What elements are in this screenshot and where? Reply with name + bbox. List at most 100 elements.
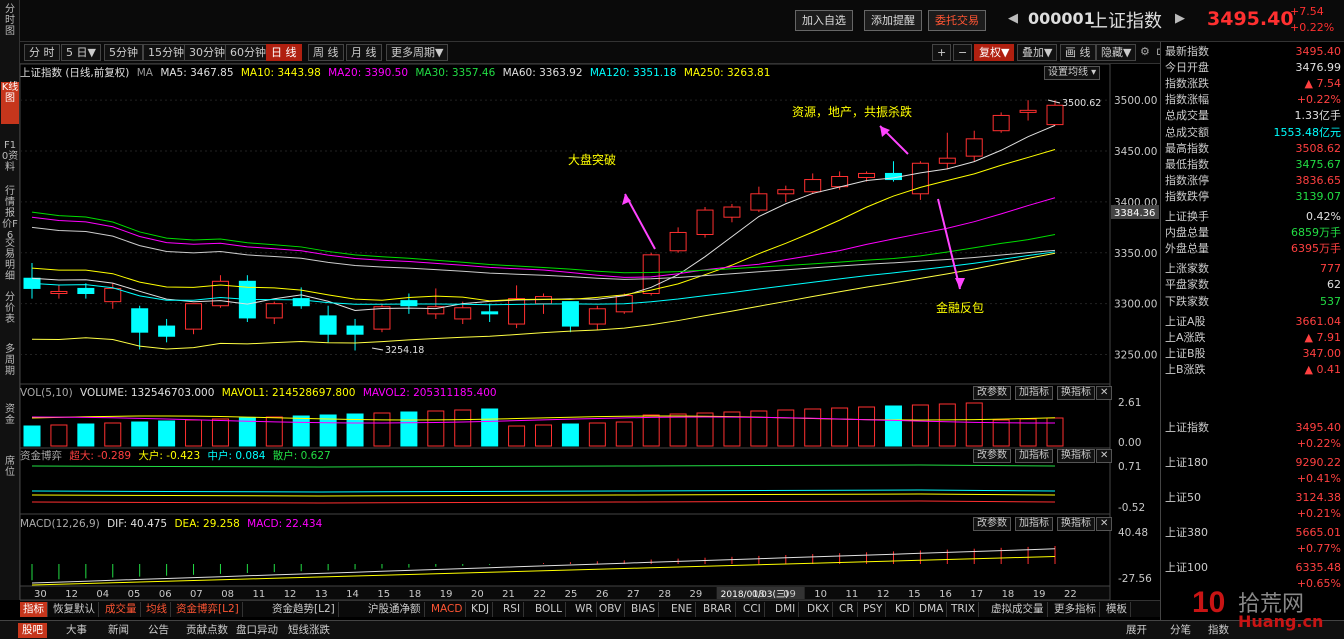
period-5day[interactable]: 5 日▼ (61, 44, 101, 61)
fund-switch-indicator-button[interactable]: 换指标 (1057, 449, 1095, 463)
indicator-tab[interactable]: 均线 (143, 602, 171, 617)
adjust-button[interactable]: 复权▼ (974, 44, 1015, 61)
indicator-tab[interactable]: DMA (916, 602, 948, 617)
overlay-button[interactable]: 叠加▼ (1017, 44, 1058, 61)
x-axis-label: 15 (908, 589, 921, 600)
prev-stock-icon[interactable]: ◀ (1008, 11, 1018, 26)
fund-tick-bottom: -0.52 (1118, 502, 1145, 514)
status-tab-guba[interactable]: 股吧 (18, 623, 47, 638)
candle-body (750, 193, 768, 211)
period-timeshare[interactable]: 分 时 (24, 44, 60, 61)
indicator-tab[interactable]: KDJ (468, 602, 494, 617)
indicator-tab[interactable]: DMI (772, 602, 800, 617)
indicator-tab[interactable]: BRAR (700, 602, 736, 617)
vol-close-icon[interactable]: ✕ (1096, 386, 1113, 400)
index-row: 上证100 6335.48 (1165, 560, 1341, 576)
trade-button[interactable]: 委托交易 (928, 10, 986, 31)
indicator-tab[interactable]: CR (836, 602, 858, 617)
macd-switch-indicator-button[interactable]: 换指标 (1057, 517, 1095, 531)
x-axis-label: 18 (409, 589, 422, 600)
status-tab-events[interactable]: 大事 (66, 624, 87, 636)
macd-close-icon[interactable]: ✕ (1096, 517, 1113, 531)
tab-f10[interactable]: F10资料 (1, 140, 19, 173)
period-weekly[interactable]: 周 线 (308, 44, 344, 61)
candle-body (373, 306, 391, 330)
indicator-tab[interactable]: KD (892, 602, 914, 617)
macd-header: MACD(12,26,9) DIF: 40.475 DEA: 29.258 MA… (20, 516, 326, 532)
tab-kline[interactable]: K线图 (1, 82, 19, 124)
zoom-in-button[interactable]: + (932, 44, 952, 61)
period-more[interactable]: 更多周期▼ (386, 44, 449, 61)
tab-timeshare[interactable]: 分时图 (5, 4, 15, 37)
settings-icon[interactable]: ⚙ (1140, 45, 1150, 58)
fund-edit-params-button[interactable]: 改参数 (973, 449, 1011, 463)
vol-edit-params-button[interactable]: 改参数 (973, 386, 1011, 400)
period-monthly[interactable]: 月 线 (346, 44, 382, 61)
quote-row: 外盘总量 6395万手 (1165, 241, 1341, 257)
volume-bar (481, 408, 499, 447)
indicator-tab[interactable]: 虚拟成交量 (988, 602, 1048, 617)
indicator-tab[interactable]: 资金趋势[L2] (269, 602, 339, 617)
expand-button[interactable]: 展开 (1126, 624, 1147, 636)
period-30min[interactable]: 30分钟 (184, 44, 230, 61)
period-toolbar: 分 时 5 日▼ 5分钟 15分钟 30分钟 60分钟 日 线 周 线 月 线 … (20, 42, 1165, 64)
indicator-tab[interactable]: 恢复默认 (50, 602, 99, 617)
ma60-line (31, 226, 1056, 280)
macd-add-indicator-button[interactable]: 加指标 (1015, 517, 1053, 531)
quote-value: 3476.99 (1295, 61, 1342, 75)
tab-price-table[interactable]: 分价表 (5, 292, 15, 325)
tick-tab[interactable]: 分笔 (1170, 624, 1191, 636)
indicator-tab[interactable]: BIAS (628, 602, 660, 617)
indicator-tab[interactable]: ENE (668, 602, 697, 617)
vol-switch-indicator-button[interactable]: 换指标 (1057, 386, 1095, 400)
indicator-tab[interactable]: 沪股通净额 (365, 602, 425, 617)
indicator-tab[interactable]: RSI (500, 602, 525, 617)
macd-edit-params-button[interactable]: 改参数 (973, 517, 1011, 531)
add-watchlist-button[interactable]: 加入自选 (795, 10, 853, 31)
last-price-tag: 3384.36 (1114, 208, 1155, 219)
period-5min[interactable]: 5分钟 (104, 44, 143, 61)
volume-bar (454, 409, 472, 447)
indicator-tab[interactable]: PSY (860, 602, 887, 617)
indicator-tab[interactable]: 成交量 (102, 602, 141, 617)
status-tab-contrib[interactable]: 贡献点数 (186, 624, 228, 636)
indicator-tab[interactable]: 模板 (1103, 602, 1131, 617)
period-60min[interactable]: 60分钟 (225, 44, 271, 61)
indicator-tab[interactable]: 资金博弈[L2] (173, 602, 243, 617)
indicator-tab[interactable]: TRIX (948, 602, 979, 617)
status-tab-news[interactable]: 新闻 (108, 624, 129, 636)
volume-bar (292, 415, 310, 447)
ma-settings-button[interactable]: 设置均线 ▾ (1044, 66, 1101, 80)
status-tab-abnormal[interactable]: 盘口异动 (236, 624, 278, 636)
fund-add-indicator-button[interactable]: 加指标 (1015, 449, 1053, 463)
candle-body (185, 303, 203, 330)
add-alert-button[interactable]: 添加提醒 (864, 10, 922, 31)
fund-close-icon[interactable]: ✕ (1096, 449, 1113, 463)
period-15min[interactable]: 15分钟 (143, 44, 189, 61)
status-tab-notice[interactable]: 公告 (148, 624, 169, 636)
indicator-tab[interactable]: DKX (804, 602, 834, 617)
indicator-tab[interactable]: 更多指标 (1051, 602, 1100, 617)
indicator-tab[interactable]: WR (572, 602, 597, 617)
tab-quote[interactable]: 行情报价F6 (2, 186, 18, 241)
tab-multi-period[interactable]: 多周期 (5, 344, 15, 377)
tab-fund[interactable]: 资金 (5, 404, 15, 426)
tab-trade-detail[interactable]: 交易明细 (5, 238, 15, 282)
indicator-tab[interactable]: BOLL (532, 602, 566, 617)
hide-button[interactable]: 隐藏▼ (1096, 44, 1137, 61)
zoom-out-button[interactable]: − (953, 44, 973, 61)
tab-seat[interactable]: 席位 (5, 456, 15, 478)
period-daily[interactable]: 日 线 (266, 44, 302, 61)
vol-add-indicator-button[interactable]: 加指标 (1015, 386, 1053, 400)
indicator-tab[interactable]: 指标 (20, 602, 48, 617)
indicator-tab[interactable]: MACD (428, 602, 467, 617)
candle-body (481, 311, 499, 315)
index-tab[interactable]: 指数 (1208, 624, 1229, 636)
indicator-tab[interactable]: OBV (596, 602, 626, 617)
status-tab-shortterm[interactable]: 短线涨跌 (288, 624, 330, 636)
index-row: 上证50 3124.38 (1165, 490, 1341, 506)
next-stock-icon[interactable]: ▶ (1175, 11, 1185, 26)
kline-chart[interactable]: 3500.003450.003400.003350.003300.003250.… (20, 64, 1160, 600)
draw-line-button[interactable]: 画 线 (1060, 44, 1096, 61)
indicator-tab[interactable]: CCI (740, 602, 765, 617)
